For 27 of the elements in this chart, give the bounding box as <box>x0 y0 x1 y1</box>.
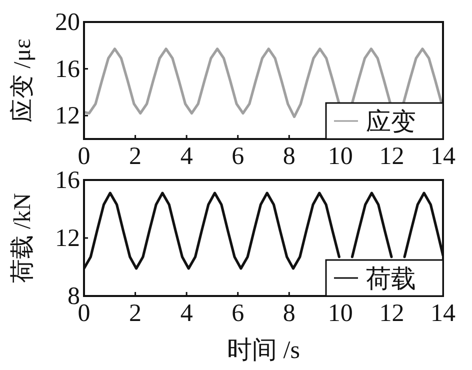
x-tick-label: 6 <box>232 143 244 170</box>
y-tick-label: 8 <box>68 283 80 310</box>
y-axis-title: 应变 /με <box>9 38 36 122</box>
x-tick-label: 6 <box>232 300 244 327</box>
y-tick-label: 12 <box>55 102 80 130</box>
legend-label: 荷载 <box>366 266 416 293</box>
legend-label: 应变 <box>366 108 416 136</box>
x-axis-title: 时间 /s <box>227 337 300 364</box>
x-tick-label: 14 <box>430 143 456 170</box>
x-tick-label: 4 <box>180 143 194 170</box>
x-tick-label: 2 <box>129 300 142 327</box>
x-tick-label: 8 <box>282 300 296 327</box>
y-tick-label: 12 <box>55 225 80 252</box>
x-tick-label: 14 <box>430 300 456 327</box>
y-tick-label: 20 <box>55 9 80 36</box>
x-tick-label: 10 <box>328 300 353 327</box>
y-tick-label: 16 <box>55 167 80 194</box>
x-tick-label: 12 <box>379 143 404 170</box>
x-tick-label: 8 <box>282 143 296 170</box>
x-tick-label: 12 <box>379 300 404 327</box>
x-tick-label: 4 <box>180 300 194 327</box>
y-axis-title: 荷载 /kN <box>10 193 36 283</box>
x-tick-label: 2 <box>129 143 142 170</box>
x-tick-label: 0 <box>78 300 90 327</box>
x-tick-label: 0 <box>78 143 90 170</box>
y-tick-label: 16 <box>55 56 80 83</box>
x-tick-label: 10 <box>328 143 353 170</box>
